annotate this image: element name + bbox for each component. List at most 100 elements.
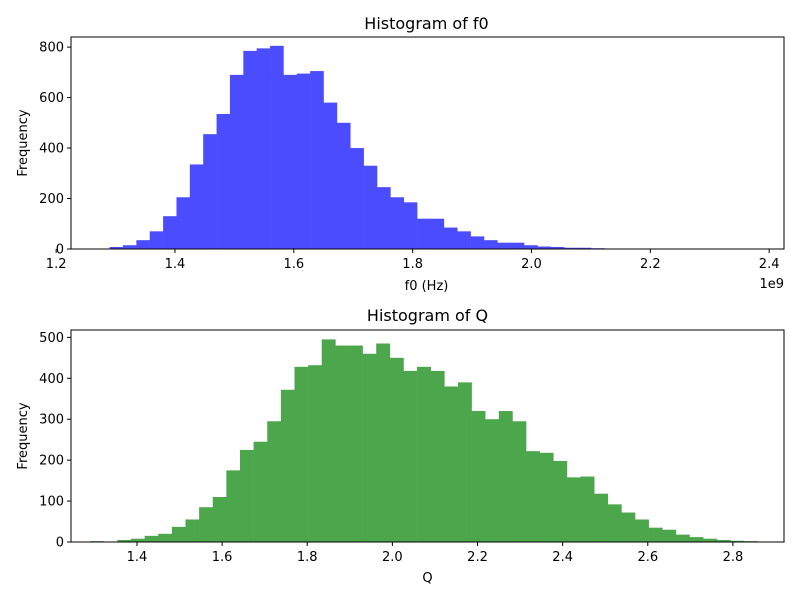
q-bar: [662, 529, 677, 542]
q-bar: [158, 533, 173, 542]
q-bar: [553, 460, 568, 542]
q-y-tick-label: 200: [39, 454, 64, 469]
q-axes-frame: [70, 329, 785, 543]
q-bar: [621, 512, 636, 542]
f0-bar: [363, 165, 378, 249]
q-bar: [267, 421, 282, 542]
f0-bar: [256, 48, 271, 249]
f0-bar: [350, 148, 364, 249]
f0-bar: [537, 246, 552, 249]
q-bar: [635, 519, 649, 542]
q-bar: [417, 366, 431, 542]
f0-bar: [510, 242, 525, 249]
q-bar: [594, 493, 609, 542]
f0-bar: [550, 246, 565, 249]
q-bar: [294, 366, 309, 542]
q-bar: [430, 370, 445, 542]
f0-bar: [336, 122, 351, 249]
f0-y-tick-label: 400: [39, 142, 64, 157]
f0-y-tick-label: 0: [56, 243, 64, 258]
f0-bar: [149, 231, 164, 249]
f0-y-axis-label: Frequency: [16, 109, 31, 176]
f0-histogram-chart: Histogram of f0 1.2 1.4 1.6 1.8 2.0 2.2 2.4 0 2…: [16, 14, 785, 294]
q-bar: [171, 526, 186, 542]
f0-bar: [136, 240, 151, 249]
f0-bar: [163, 216, 177, 249]
f0-x-tick-label: 1.4: [165, 257, 186, 272]
q-y-axis-label: Frequency: [16, 402, 31, 469]
f0-x-tick-label: 2.0: [521, 257, 542, 272]
q-bar: [580, 476, 595, 542]
f0-bar: [122, 245, 137, 249]
f0-chart-title: Histogram of f0: [364, 14, 488, 33]
q-bar: [403, 370, 418, 542]
f0-y-tick-label: 800: [39, 41, 64, 56]
f0-bar: [243, 50, 257, 249]
f0-bars: [82, 45, 752, 250]
f0-x-tick-label: 2.4: [759, 257, 780, 272]
q-bar: [566, 477, 581, 542]
f0-bar: [283, 74, 298, 249]
q-y-tick-label: 500: [39, 331, 64, 346]
f0-bar: [296, 73, 311, 249]
f0-bar: [377, 187, 391, 249]
q-bar: [703, 538, 718, 542]
q-bar: [212, 496, 227, 542]
f0-bar: [270, 45, 284, 249]
q-x-tick-label: 2.6: [637, 550, 658, 565]
q-histogram-chart: Histogram of Q 1.4 1.6 1.8 2.0 2.2 2.4 2.6 2.8 …: [16, 306, 786, 586]
q-y-tick-label: 400: [39, 372, 64, 387]
q-bar: [689, 537, 704, 542]
f0-bar: [417, 218, 431, 249]
f0-bar: [189, 164, 204, 249]
q-bar: [348, 345, 363, 542]
q-bar: [675, 534, 690, 542]
q-chart-title: Histogram of Q: [367, 306, 488, 325]
f0-axes-frame: [70, 36, 785, 250]
f0-x-offset-label: 1e9: [759, 277, 784, 292]
f0-bar: [470, 236, 485, 249]
q-x-ticks: 1.4 1.6 1.8 2.0 2.2 2.4 2.6 2.8: [127, 542, 743, 565]
q-y-ticks: 0 100 200 300 400 500: [39, 331, 71, 551]
q-x-tick-label: 1.4: [127, 550, 148, 565]
f0-x-axis-label: f0 (Hz): [405, 279, 449, 294]
f0-bar: [403, 202, 418, 249]
f0-bar: [203, 134, 217, 249]
f0-bar: [497, 242, 511, 249]
f0-y-tick-label: 200: [39, 192, 64, 207]
f0-bar: [229, 74, 244, 249]
q-y-tick-label: 100: [39, 495, 64, 510]
f0-x-tick-label: 2.2: [640, 257, 661, 272]
q-x-axis-label: Q: [422, 571, 432, 586]
q-bar: [199, 507, 214, 542]
q-bar: [321, 339, 336, 542]
q-bar: [226, 470, 241, 542]
f0-bar: [310, 71, 324, 249]
q-y-tick-label: 300: [39, 413, 64, 428]
q-bar: [716, 539, 731, 542]
f0-x-tick-label: 1.8: [402, 257, 423, 272]
q-bar: [144, 535, 159, 542]
f0-bar: [457, 231, 471, 249]
q-y-tick-label: 0: [56, 536, 64, 551]
q-bar: [730, 540, 745, 542]
f0-x-tick-label: 1.6: [283, 257, 304, 272]
q-bar: [185, 519, 200, 542]
f0-bar: [524, 245, 538, 249]
q-bar: [607, 504, 622, 542]
q-bar: [239, 449, 254, 542]
q-bar: [131, 538, 145, 542]
q-bar: [280, 389, 295, 542]
q-bars: [90, 339, 786, 543]
q-x-tick-label: 2.4: [552, 550, 573, 565]
f0-bar: [323, 102, 338, 250]
q-bar: [539, 452, 554, 542]
q-x-tick-label: 2.0: [382, 550, 403, 565]
q-bar: [335, 345, 350, 542]
f0-bar: [390, 197, 405, 249]
f0-bar: [483, 240, 498, 249]
q-bar: [526, 451, 540, 542]
q-x-tick-label: 1.8: [297, 550, 318, 565]
q-bar: [308, 365, 323, 542]
